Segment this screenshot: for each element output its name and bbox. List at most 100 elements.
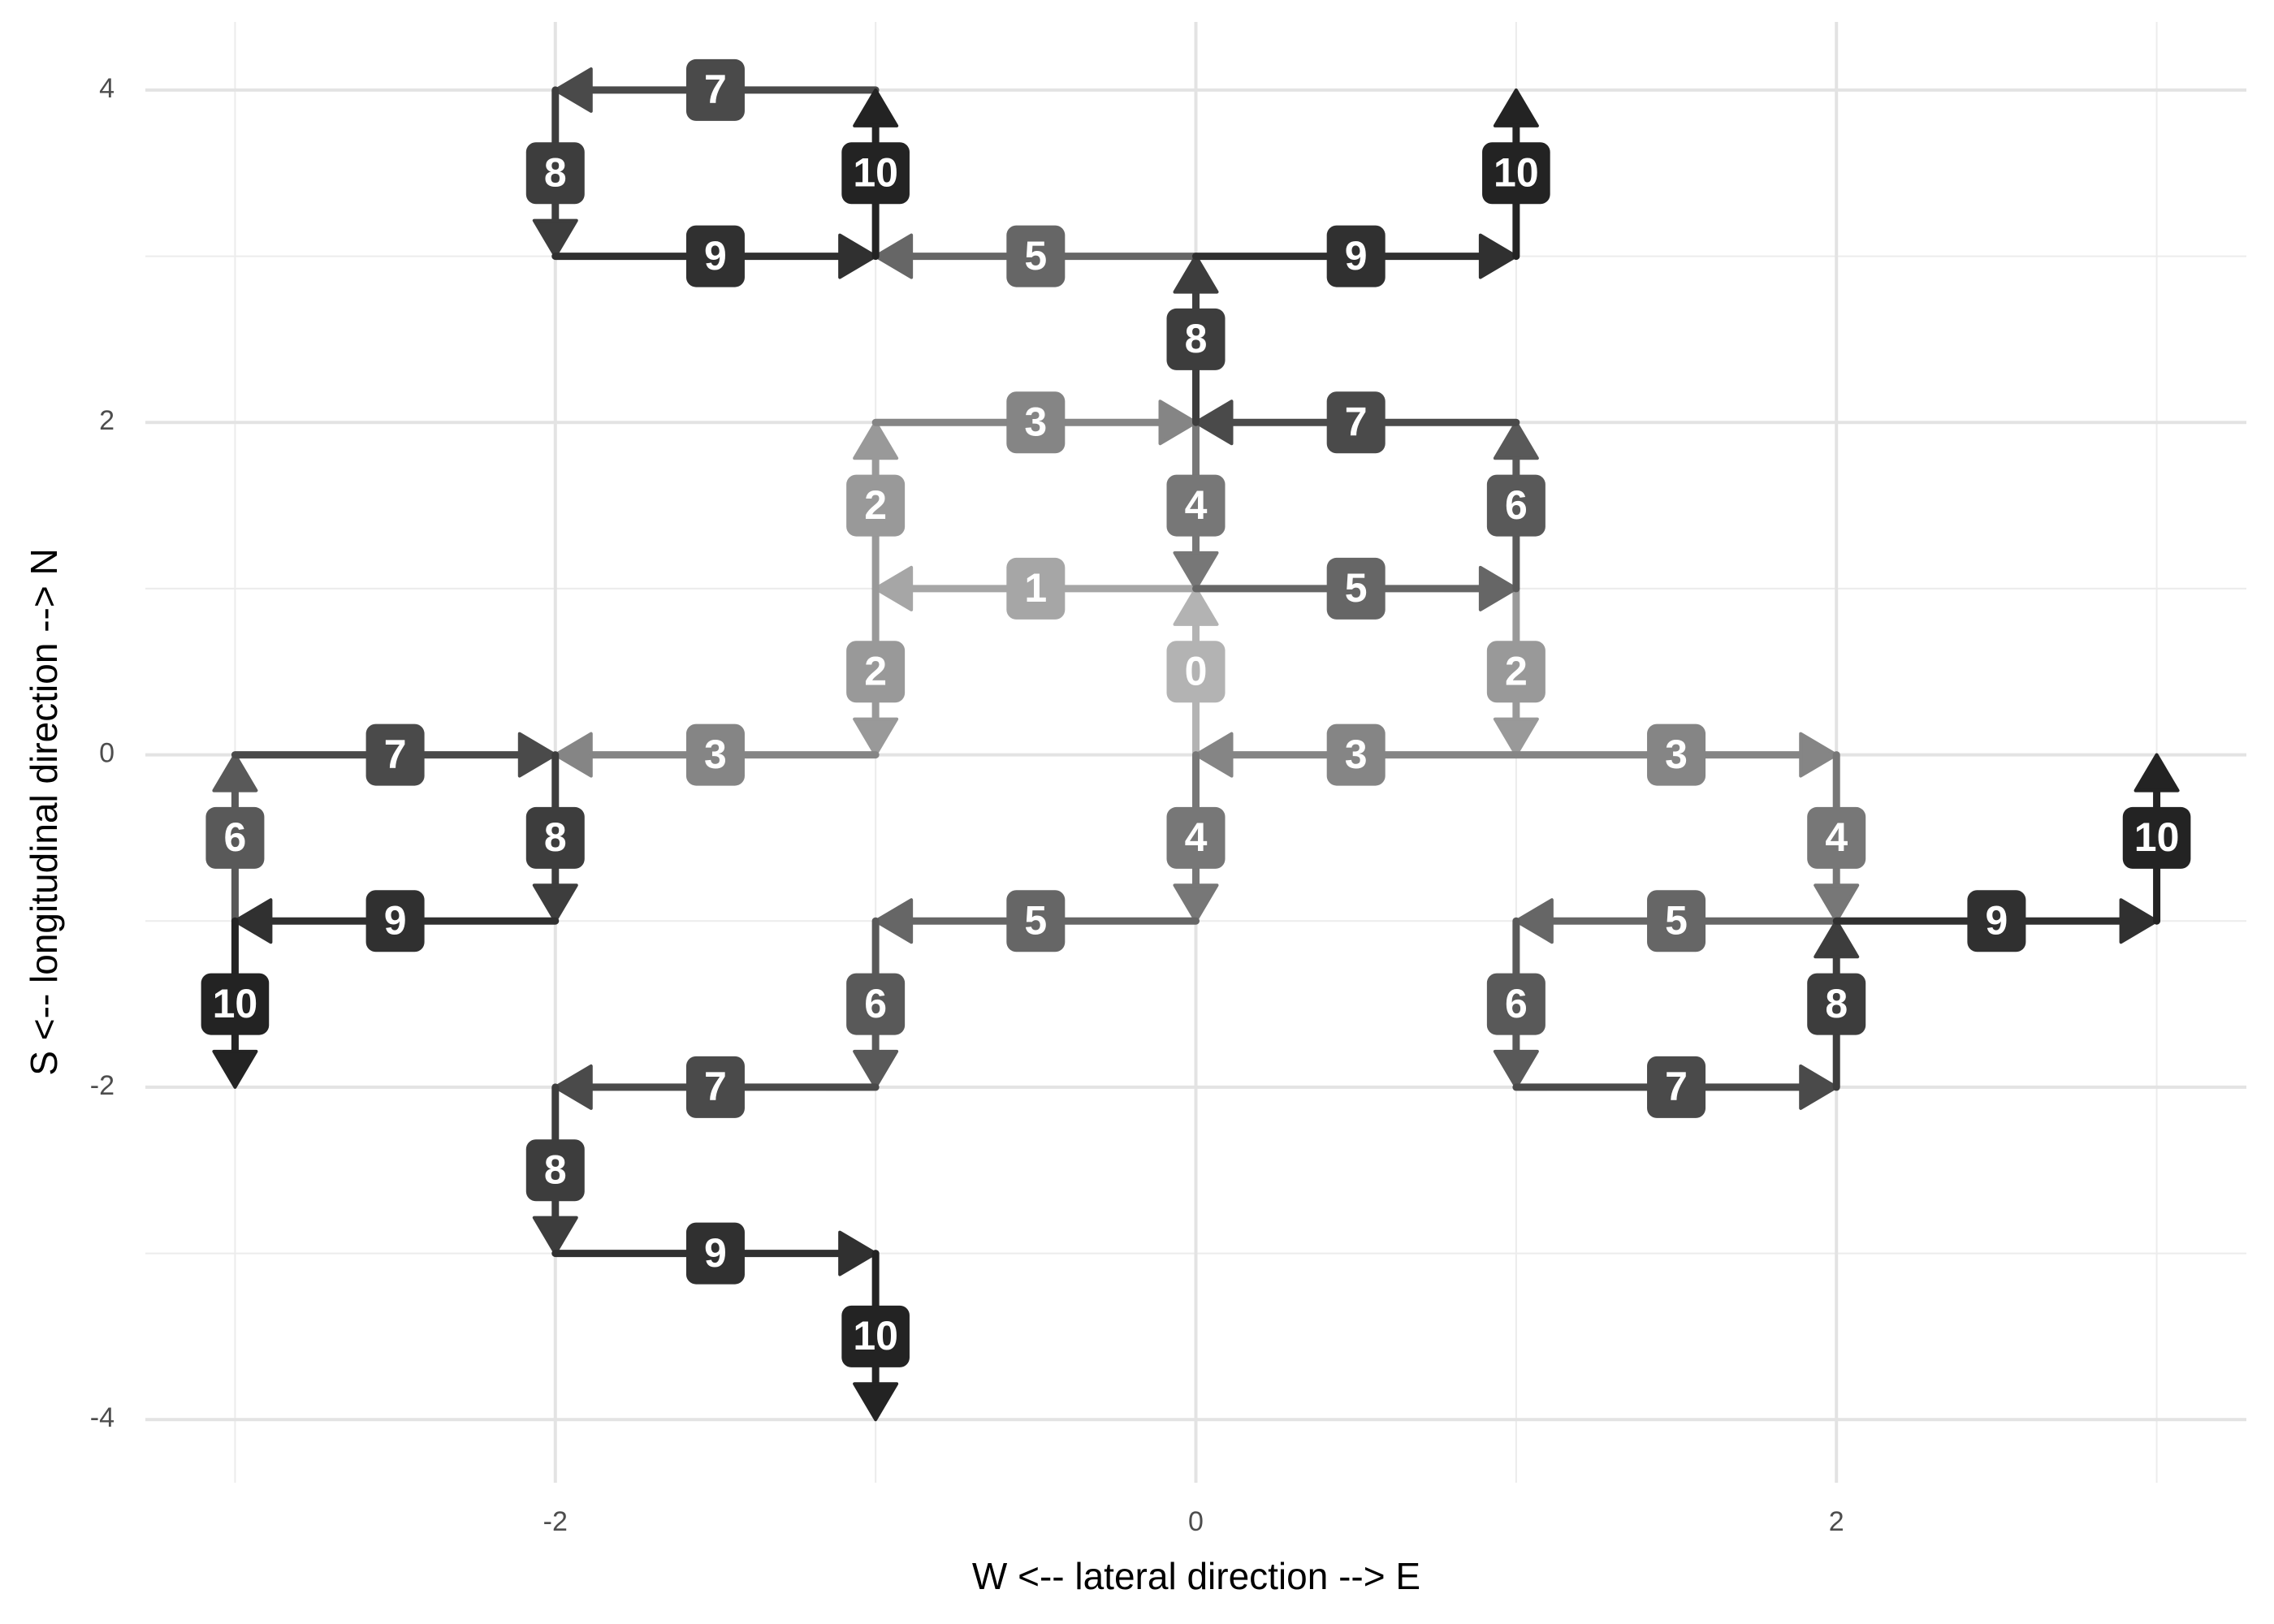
x-tick-label: 0	[1188, 1506, 1204, 1537]
step-label-box	[685, 1222, 745, 1285]
step-label: 10	[841, 1305, 910, 1367]
step-label-box	[1967, 890, 2026, 952]
step-label-text: 2	[1505, 648, 1528, 693]
arrow-head	[2133, 753, 2180, 793]
step-label-box	[846, 474, 906, 537]
step-label: 3	[685, 723, 745, 786]
y-tick-label: 0	[99, 738, 115, 769]
step-label-box	[525, 1139, 585, 1202]
y-tick-label: -2	[90, 1070, 115, 1101]
step-label-text: 8	[544, 1147, 567, 1192]
arrow-head	[1173, 586, 1219, 626]
arrow-head	[553, 67, 593, 113]
step-label-text: 10	[853, 1313, 898, 1358]
arrow-head	[1173, 254, 1219, 294]
arrow-head	[1493, 1049, 1539, 1089]
step-label-text: 5	[1665, 897, 1688, 943]
step-label-text: 7	[384, 732, 407, 777]
step-label-text: 7	[1345, 399, 1368, 444]
y-tick-label: 2	[99, 405, 115, 436]
step-label-text: 7	[704, 1064, 727, 1109]
step-label-text: 7	[1665, 1064, 1688, 1109]
marks: 0 1 2 2 2 3 3 3 3 4 4 4 5 5 5 5 6 6 6 6 7 7 7 7 7 8 8 8 8 8 9 9 9 9 9 10 10 1…	[201, 58, 2191, 1422]
step-label-box	[1326, 225, 1386, 287]
step-label-text: 3	[1665, 732, 1688, 777]
step-label-text: 2	[864, 648, 887, 693]
arrow-head	[853, 717, 899, 757]
arrow-head	[233, 898, 273, 944]
arrow-head	[853, 88, 899, 127]
step-label-text: 9	[1985, 897, 2008, 943]
step-label-box	[525, 806, 585, 869]
step-label-box	[1807, 806, 1866, 869]
step-label-text: 8	[1825, 981, 1848, 1026]
step-label: 2	[846, 474, 906, 537]
step-label: 8	[525, 1139, 585, 1202]
step-label: 8	[1166, 308, 1226, 370]
arrow-head	[532, 1216, 578, 1255]
arrow-head	[1173, 883, 1219, 923]
step-label-box	[1486, 474, 1546, 537]
arrow-head	[553, 1064, 593, 1110]
step-label-box	[841, 142, 910, 205]
step-label: 10	[2122, 806, 2191, 869]
step-label: 4	[1807, 806, 1866, 869]
arrow-head	[838, 233, 878, 279]
step-label: 4	[1166, 806, 1226, 869]
arrow-head	[553, 732, 593, 778]
step-label: 7	[685, 58, 745, 121]
step-label-text: 10	[1494, 149, 1539, 195]
step-label-text: 6	[1505, 981, 1528, 1026]
step-label: 7	[365, 723, 425, 786]
step-label: 1	[1006, 557, 1066, 620]
step-label-text: 10	[213, 981, 258, 1026]
step-label-box	[1166, 641, 1226, 703]
step-label-text: 4	[1825, 814, 1848, 860]
step-label-box	[846, 973, 906, 1035]
step-label-text: 8	[544, 814, 567, 860]
arrow-head	[853, 1382, 899, 1422]
y-tick-label: -4	[90, 1402, 115, 1433]
step-label-box	[685, 1056, 745, 1118]
step-label-text: 4	[1185, 482, 1208, 528]
arrow-head	[1814, 919, 1860, 959]
arrow-head	[1173, 551, 1219, 590]
step-label-box	[1807, 973, 1866, 1035]
step-label-text: 1	[1024, 565, 1047, 611]
step-label-text: 5	[1024, 897, 1047, 943]
step-label-box	[1647, 1056, 1706, 1118]
arrow-head	[1478, 233, 1518, 279]
step-label: 9	[1326, 225, 1386, 287]
step-label-text: 7	[704, 67, 727, 112]
step-label: 8	[1807, 973, 1866, 1035]
step-label: 0	[1166, 641, 1226, 703]
step-label-text: 6	[1505, 482, 1528, 528]
arrow-head	[1799, 1064, 1839, 1110]
step-label: 10	[201, 973, 270, 1035]
arrow-head	[517, 732, 557, 778]
step-label-box	[685, 723, 745, 786]
step-label-box	[1166, 308, 1226, 370]
step-label-box	[1006, 225, 1066, 287]
step-label-box	[201, 973, 270, 1035]
step-label-box	[1166, 806, 1226, 869]
step-label: 5	[1006, 890, 1066, 952]
y-axis-title: S <-- longitudinal direction --> N	[23, 548, 65, 1075]
step-label-box	[841, 1305, 910, 1367]
step-label-box	[1486, 641, 1546, 703]
step-label: 7	[1647, 1056, 1706, 1118]
y-tick-label: 4	[99, 73, 115, 104]
step-label: 7	[685, 1056, 745, 1118]
step-label-box	[525, 142, 585, 205]
arrow-head	[212, 1049, 258, 1089]
arrow-head	[1194, 400, 1234, 446]
x-tick-label: -2	[543, 1506, 568, 1537]
step-label-text: 9	[1345, 233, 1368, 279]
arrow-head	[532, 218, 578, 258]
step-label-box	[205, 806, 265, 869]
step-label-box	[2122, 806, 2191, 869]
step-label-box	[1006, 557, 1066, 620]
step-label-text: 6	[224, 814, 247, 860]
step-label: 9	[365, 890, 425, 952]
x-axis-title: W <-- lateral direction --> E	[972, 1555, 1420, 1597]
